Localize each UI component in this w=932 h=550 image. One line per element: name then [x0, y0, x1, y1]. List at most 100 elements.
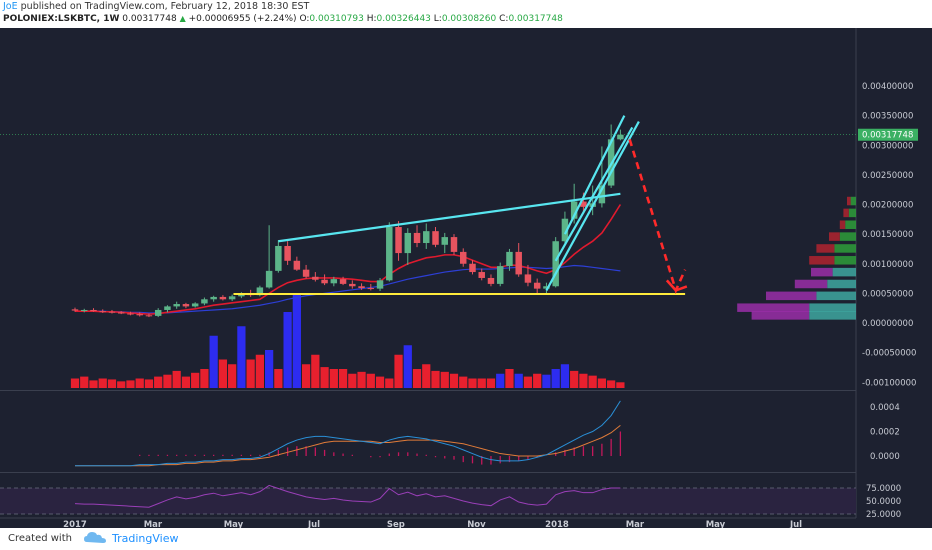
- volume-profile-down-bar: [766, 291, 817, 301]
- candle-body: [256, 287, 264, 296]
- candle-body: [552, 241, 559, 287]
- volume-bar: [449, 373, 459, 388]
- volume-profile-up-bar: [809, 311, 856, 320]
- candle-body: [90, 309, 97, 312]
- pane-divider: [0, 390, 856, 391]
- volume-profile-down-bar: [809, 256, 835, 265]
- candle-body: [561, 218, 569, 242]
- volume-bar: [163, 374, 172, 388]
- candle-body: [478, 272, 485, 278]
- volume-profile-down-bar: [811, 267, 833, 277]
- volume-profile-down-bar: [751, 311, 810, 320]
- volume-bar: [440, 371, 449, 388]
- volume-bar: [329, 369, 338, 388]
- candle-body: [191, 303, 199, 307]
- volume-profile-down-bar: [737, 303, 810, 312]
- volume-bar: [218, 359, 228, 388]
- candle-body: [404, 232, 412, 254]
- high-value: 0.00326443: [376, 14, 431, 24]
- candle-body: [145, 315, 153, 317]
- candle-body: [154, 309, 162, 316]
- rsi-tick-label: 50.0000: [866, 497, 901, 507]
- candle-body: [219, 296, 227, 300]
- volume-bar: [431, 370, 440, 388]
- macd-signal-line: [75, 424, 621, 467]
- candle-body: [423, 231, 430, 244]
- price-tick-label: 0.00150000: [862, 230, 913, 240]
- volume-bar: [283, 312, 292, 388]
- volume-bar: [80, 376, 89, 388]
- volume-bar: [89, 380, 98, 388]
- volume-bar: [597, 378, 607, 388]
- volume-profile-down-bar: [816, 244, 835, 253]
- author-link[interactable]: JoE: [3, 1, 18, 12]
- tradingview-brand[interactable]: TradingView: [112, 532, 179, 545]
- volume-profile-up-bar: [850, 196, 856, 206]
- candle-body: [358, 286, 365, 289]
- last-price-tag-label: 0.00317748: [862, 131, 913, 141]
- candle-body: [617, 134, 624, 140]
- candle-body: [450, 237, 458, 252]
- candle-body: [321, 279, 328, 284]
- time-tick-label: Jul: [789, 520, 802, 528]
- volume-profile-up-bar: [809, 303, 856, 312]
- volume-bar: [246, 359, 255, 388]
- low-label: L:: [433, 14, 442, 24]
- volume-bar: [357, 371, 366, 388]
- candle-body: [339, 279, 347, 284]
- volume-profile-up-bar: [848, 208, 856, 218]
- price-tick-label: -0.00100000: [862, 378, 916, 388]
- price-tick-label: 0.00050000: [862, 289, 913, 299]
- symbol-label: POLONIEX:LSKBTC, 1W: [3, 14, 120, 24]
- candle-body: [432, 231, 439, 245]
- volume-bar: [200, 369, 209, 388]
- volume-bar: [375, 376, 385, 388]
- volume-bar: [172, 370, 181, 388]
- candle-body: [293, 260, 301, 270]
- volume-bar: [255, 354, 264, 388]
- volume-bar: [486, 378, 496, 388]
- volume-profile-up-bar: [827, 279, 856, 289]
- candle-body: [460, 251, 467, 264]
- published-text: published on TradingView.com, February 1…: [20, 1, 310, 12]
- candle-body: [386, 227, 393, 281]
- trendline: [554, 126, 634, 262]
- price-change: +0.00006955 (+2.24%): [188, 14, 297, 24]
- volume-bar: [181, 376, 191, 388]
- candle-body: [302, 269, 310, 277]
- candle-body: [108, 311, 116, 313]
- price-tick-label: 0.00300000: [862, 141, 913, 151]
- volume-bar: [616, 382, 625, 388]
- volume-bar: [533, 373, 542, 388]
- open-value: 0.00310793: [309, 14, 364, 24]
- volume-bar: [126, 380, 135, 388]
- high-label: H:: [366, 14, 377, 24]
- time-tick-label: Mar: [626, 520, 645, 528]
- price-tick-label: 0.00350000: [862, 112, 913, 122]
- chart-header: JoE published on TradingView.com, Februa…: [0, 0, 932, 28]
- volume-bar: [70, 378, 80, 388]
- candle-body: [580, 201, 587, 207]
- candle-body: [441, 237, 448, 245]
- volume-bar: [292, 293, 301, 388]
- candle-body: [71, 309, 79, 311]
- candle-body: [99, 311, 106, 313]
- ohlc-legend: POLONIEX:LSKBTC, 1W 0.00317748 ▲ +0.0000…: [3, 14, 563, 24]
- volume-bar: [403, 345, 412, 388]
- volume-profile-down-bar: [839, 220, 846, 229]
- price-chart[interactable]: 0.0004 0.0002 0.0000 75.0000 50.0000 25.0000…: [0, 28, 932, 528]
- volume-profile-down-bar: [843, 208, 849, 218]
- volume-bar: [320, 367, 329, 388]
- volume-bar: [135, 378, 144, 388]
- candle-body: [117, 312, 125, 314]
- candle-body: [228, 296, 236, 300]
- time-tick-label: May: [224, 520, 244, 528]
- volume-bar: [228, 364, 237, 388]
- volume-bar: [311, 354, 320, 388]
- candle-body: [81, 309, 88, 311]
- candle-body: [330, 279, 338, 284]
- price-tick-label: 0.00000000: [862, 319, 913, 329]
- tradingview-logo-icon: [84, 532, 106, 543]
- volume-profile-up-bar: [834, 256, 856, 265]
